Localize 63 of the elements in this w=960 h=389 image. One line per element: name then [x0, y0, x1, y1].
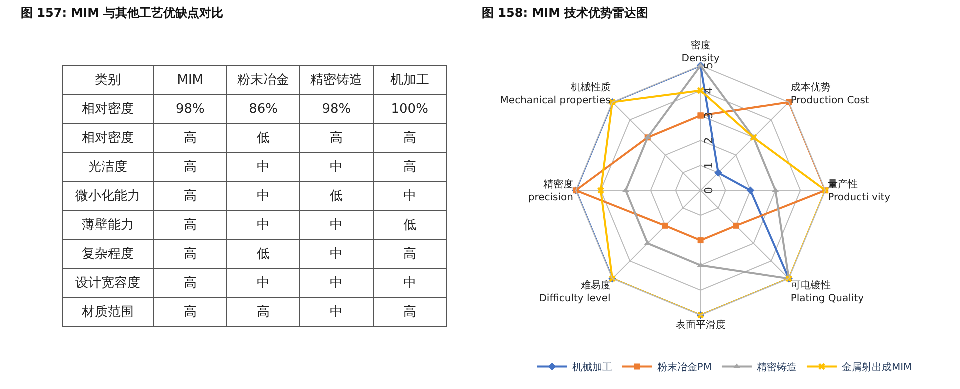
- text: 中: [257, 188, 270, 204]
- text: 86%: [249, 102, 278, 117]
- y-tick-label: 0: [702, 187, 716, 194]
- category-label: 机加工: [390, 72, 430, 88]
- spoke-label: 精密度 precision: [528, 178, 574, 204]
- legend-label: 精密铸造: [756, 362, 797, 374]
- text: 中: [330, 246, 344, 262]
- text: 图 157: MIM 与其他工艺优缺点对比: [21, 6, 224, 20]
- spoke-label: 可电镀性 Plating Quality: [790, 279, 864, 304]
- category-label: 精密铸造: [310, 72, 363, 88]
- category-label: 设计宽容度: [76, 276, 141, 291]
- category-label: 材质范围: [82, 304, 134, 320]
- y-tick-label: 1: [702, 162, 716, 170]
- text: 高: [184, 130, 197, 146]
- text: 中: [257, 160, 270, 175]
- spoke-label: 难易度 Difficulty level: [539, 279, 611, 304]
- spoke-label: 量产性 Producti vity: [828, 178, 891, 204]
- spoke-label: 表面平滑度: [676, 318, 726, 331]
- text: 高: [184, 188, 197, 204]
- text: 中: [330, 304, 344, 320]
- text: 高: [184, 160, 197, 175]
- text: 高: [330, 130, 344, 146]
- category-label: 薄壁能力: [82, 218, 134, 233]
- y-tick-label: 3: [702, 112, 716, 120]
- category-label: 相对密度: [82, 130, 134, 146]
- text: 低: [330, 188, 344, 204]
- text: 98%: [322, 102, 352, 117]
- text: 低: [403, 218, 416, 233]
- text: 中: [330, 276, 344, 291]
- text: 高: [184, 276, 197, 291]
- text: 高: [184, 304, 197, 320]
- text: 98%: [176, 102, 205, 117]
- text: 高: [403, 130, 416, 146]
- text: 高: [257, 304, 270, 320]
- legend-label: 粉末冶金PM: [657, 362, 712, 374]
- text: 高: [403, 304, 416, 320]
- text: 中: [403, 188, 416, 204]
- y-tick-label: 5: [702, 62, 716, 70]
- text: 中: [330, 218, 344, 233]
- category-label: 复杂程度: [82, 246, 134, 262]
- text: 100%: [391, 102, 428, 117]
- legend-label: 金属射出成MIM: [842, 362, 912, 374]
- text: 中: [257, 276, 270, 291]
- text: 高: [403, 160, 416, 175]
- category-label: 光洁度: [88, 160, 128, 175]
- y-tick-label: 2: [702, 137, 716, 144]
- y-tick-label: 4: [702, 87, 716, 94]
- text: 低: [257, 130, 270, 146]
- text: 中: [330, 160, 344, 175]
- text: 高: [184, 218, 197, 233]
- text: 高: [184, 246, 197, 262]
- text: 中: [257, 218, 270, 233]
- category-label: 类别: [95, 72, 122, 88]
- category-label: 粉末冶金: [238, 72, 290, 88]
- spoke-label: 密度 Density: [682, 39, 720, 64]
- text: 中: [403, 276, 416, 291]
- text: 高: [403, 246, 416, 262]
- legend-label: 机械加工: [572, 362, 612, 374]
- category-label: 相对密度: [82, 102, 134, 117]
- text: 低: [257, 246, 270, 262]
- chart-title: 图 158: MIM 技术优势雷达图: [482, 6, 649, 20]
- category-label: 微小化能力: [76, 188, 141, 204]
- category-label: MIM: [177, 72, 204, 88]
